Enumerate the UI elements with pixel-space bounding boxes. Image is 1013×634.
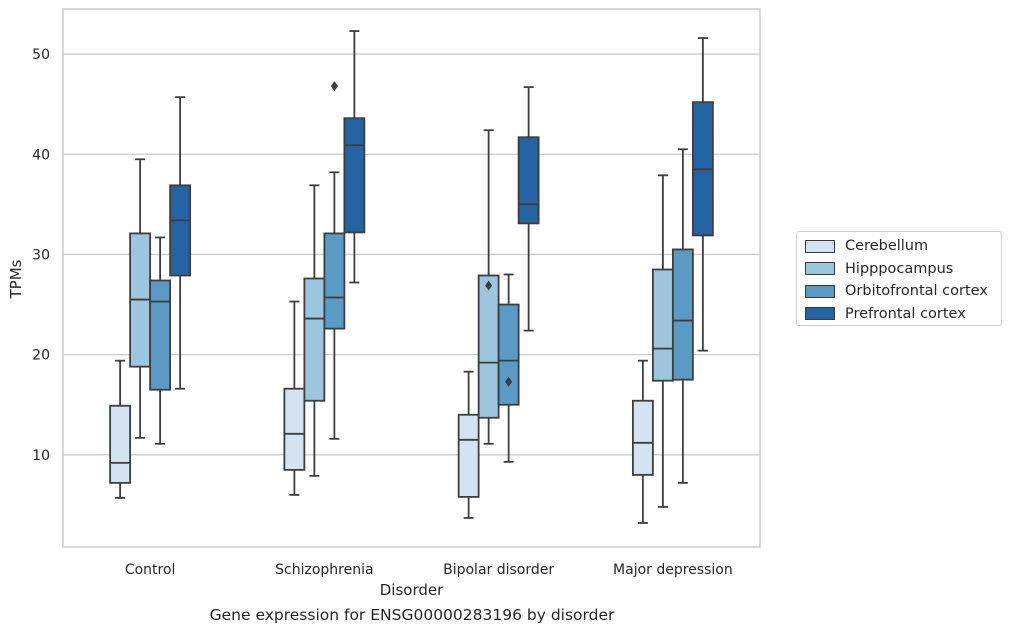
box-body xyxy=(631,399,654,476)
box-series xyxy=(109,30,714,524)
outlier-marker xyxy=(330,81,338,92)
box-body xyxy=(671,248,694,381)
legend-label: Hipppocampus xyxy=(845,260,954,277)
outlier-marker xyxy=(505,376,513,387)
y-axis-title: TPMs xyxy=(7,259,25,299)
series-prefrontal-cortex xyxy=(169,30,714,390)
box-body xyxy=(477,274,500,419)
box-body xyxy=(169,184,192,277)
x-axis-title: Disorder xyxy=(380,581,444,599)
x-tick-label: Schizophrenia xyxy=(275,562,373,578)
legend-item: Prefrontal cortex xyxy=(805,304,966,324)
box-group xyxy=(477,129,500,445)
series-orbitofrontal-cortex xyxy=(149,81,694,484)
x-tick-label: Major depression xyxy=(613,562,733,578)
box-body xyxy=(303,277,326,402)
legend-item: Cerebellum xyxy=(805,236,928,256)
box-body xyxy=(651,268,674,382)
legend-item: Orbitofrontal cortex xyxy=(805,281,988,301)
box-group xyxy=(517,86,540,332)
box-group xyxy=(343,30,366,284)
box-body xyxy=(343,117,366,234)
box-body xyxy=(457,413,480,498)
legend-swatch xyxy=(805,307,835,320)
legend-label: Prefrontal cortex xyxy=(845,305,966,322)
box-group xyxy=(129,158,152,439)
box-group xyxy=(631,359,654,524)
box-group xyxy=(691,37,714,352)
box-group xyxy=(323,81,346,440)
box-group xyxy=(283,300,306,496)
box-group xyxy=(169,96,192,390)
box-group xyxy=(303,184,326,477)
legend-swatch xyxy=(805,284,835,298)
legend-item: Hipppocampus xyxy=(805,259,953,279)
y-tick-label: 20 xyxy=(32,348,50,364)
x-tick-labels: Control Schizophrenia Bipolar disorder Majo… xyxy=(125,562,733,578)
box-body xyxy=(517,136,540,225)
box-body xyxy=(323,232,346,330)
y-tick-labels: 10 20 30 40 50 xyxy=(32,47,50,464)
legend-label: Orbitofrontal cortex xyxy=(845,283,988,299)
box-body xyxy=(497,303,520,406)
outlier-marker xyxy=(485,280,493,291)
y-tick-label: 10 xyxy=(32,448,50,464)
box-body xyxy=(109,404,132,484)
box-body xyxy=(149,279,172,391)
plot-area-frame xyxy=(62,8,761,548)
legend-swatch xyxy=(805,239,835,253)
box-group xyxy=(149,236,172,445)
x-tick-label: Control xyxy=(125,562,176,578)
box-group xyxy=(457,370,480,519)
legend-label: Cerebellum xyxy=(845,238,929,254)
box-group xyxy=(497,273,520,463)
legend-swatch xyxy=(805,262,835,275)
y-tick-label: 30 xyxy=(32,247,50,263)
box-group xyxy=(651,174,674,508)
box-group xyxy=(109,359,132,499)
y-tick-label: 50 xyxy=(32,47,50,63)
box-group xyxy=(671,148,694,484)
series-cerebellum xyxy=(109,300,654,524)
y-tick-label: 40 xyxy=(32,147,50,163)
series-hipppocampus xyxy=(129,129,674,508)
x-tick-label: Bipolar disorder xyxy=(443,562,554,578)
chart-caption: Gene expression for ENSG00000283196 by d… xyxy=(209,606,615,624)
box-body xyxy=(283,387,306,471)
legend: Cerebellum Hipppocampus Orbitofrontal cort… xyxy=(796,231,1002,326)
gridlines xyxy=(63,53,760,456)
